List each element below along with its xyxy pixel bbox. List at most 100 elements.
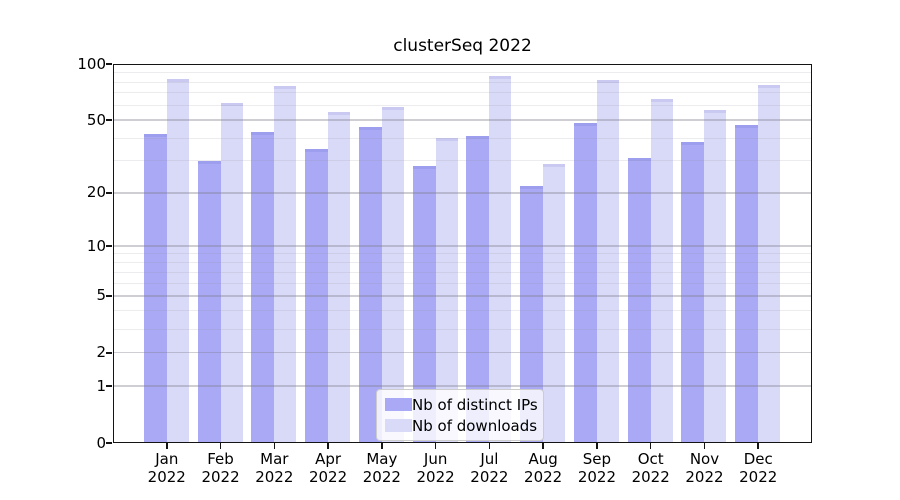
x-tick-month: Aug [528,450,558,468]
gridline-major [113,245,812,247]
y-tick-label: 5 [96,286,106,305]
bar-downloads-jul [489,76,512,443]
legend-label-downloads: Nb of downloads [412,416,538,435]
bar-distinct-ips-sep [573,123,597,443]
y-tick-label: 2 [96,343,106,362]
y-tick-mark [106,351,112,354]
x-tick-label: Apr 2022 [296,450,360,486]
bar-downloads-nov [704,109,727,443]
x-tick-mark [649,443,652,449]
bar-distinct-ips-nov [681,142,705,443]
y-tick-label: 0 [96,433,106,452]
legend-swatch-downloads [385,419,412,432]
x-tick-mark [165,443,168,449]
y-tick-label: 1 [96,376,106,395]
gridline-minor [113,137,812,139]
x-tick-label: Sep 2022 [565,450,629,486]
x-tick-year: 2022 [524,468,563,486]
x-tick-mark [219,443,222,449]
bar-downloads-sep [596,80,619,443]
bar-downloads-mar [274,86,297,443]
gridline-major [113,119,812,121]
legend-entry-distinct-ips: Nb of distinct IPs [385,396,538,414]
x-tick-year: 2022 [362,468,401,486]
y-tick-mark [106,245,112,247]
x-tick-mark [703,443,706,449]
x-tick-label: Aug 2022 [511,450,575,486]
y-tick-label: 50 [86,110,106,129]
y-tick-mark [106,119,112,121]
x-tick-month: Dec [743,450,773,468]
bar-distinct-ips-feb [197,160,221,443]
y-tick-mark [106,63,112,65]
gridline-major [113,352,812,354]
bar-downloads-dec [758,85,781,443]
x-tick-year: 2022 [308,468,348,486]
x-tick-year: 2022 [631,468,670,486]
x-tick-label: Dec 2022 [726,450,790,486]
x-tick-month: Jan [155,450,179,468]
gridline-minor [113,72,812,74]
x-tick-mark [381,443,383,449]
bar-downloads-jun [435,138,458,443]
x-tick-mark [542,443,544,449]
gridline-major [113,295,812,297]
legend-label-distinct-ips: Nb of distinct IPs [412,395,538,414]
bar-downloads-oct [650,98,673,443]
y-tick-mark [106,192,112,194]
x-tick-month: May [366,450,398,468]
x-tick-month: Sep [582,450,612,468]
x-tick-mark [757,443,760,449]
x-tick-label: Nov 2022 [672,450,736,486]
x-tick-label: Jan 2022 [135,450,199,486]
x-tick-year: 2022 [147,468,186,486]
x-tick-month: Oct [637,450,664,468]
bar-distinct-ips-dec [735,125,759,443]
bar-downloads-jan [166,79,189,443]
x-tick-year: 2022 [685,468,724,486]
x-tick-label: Jul 2022 [457,450,521,486]
x-tick-month: Nov [689,450,720,468]
legend-entry-downloads: Nb of downloads [385,416,538,435]
y-tick-mark [106,442,112,444]
bar-downloads-apr [328,112,351,443]
y-tick-label: 10 [86,236,106,255]
gridline-minor [113,92,812,94]
y-tick-mark [106,295,112,297]
bar-downloads-may [381,106,404,443]
x-tick-label: Jun 2022 [404,450,468,486]
x-tick-month: Jun [423,450,448,468]
gridline-minor [113,282,812,284]
x-tick-year: 2022 [470,468,509,486]
y-tick-label: 20 [86,183,106,202]
plot-area: Nb of distinct IPs Nb of downloads [113,64,812,443]
x-tick-month: Feb [207,450,234,468]
gridline-major [113,192,812,194]
x-tick-year: 2022 [201,468,240,486]
y-tick-mark [106,385,112,387]
gridline-minor [113,310,812,312]
x-tick-mark [596,443,598,449]
x-tick-month: Mar [260,450,289,468]
x-tick-year: 2022 [255,468,294,486]
x-tick-mark [327,443,329,449]
x-tick-mark [488,443,491,449]
bar-distinct-ips-jun [412,166,436,443]
y-tick-label: 100 [77,54,106,73]
gridline-minor [113,253,812,255]
bar-distinct-ips-aug [520,185,544,443]
bar-distinct-ips-mar [251,132,275,443]
gridline-minor [113,262,812,264]
x-tick-mark [434,443,437,449]
x-tick-year: 2022 [416,468,455,486]
x-tick-label: Feb 2022 [189,450,253,486]
x-tick-label: Oct 2022 [619,450,683,486]
bar-distinct-ips-apr [305,148,329,443]
bar-distinct-ips-oct [627,158,651,443]
bar-downloads-aug [543,163,566,443]
x-tick-year: 2022 [739,468,778,486]
gridline-major [113,385,812,387]
gridline-minor [113,160,812,162]
bar-downloads-feb [220,102,243,443]
